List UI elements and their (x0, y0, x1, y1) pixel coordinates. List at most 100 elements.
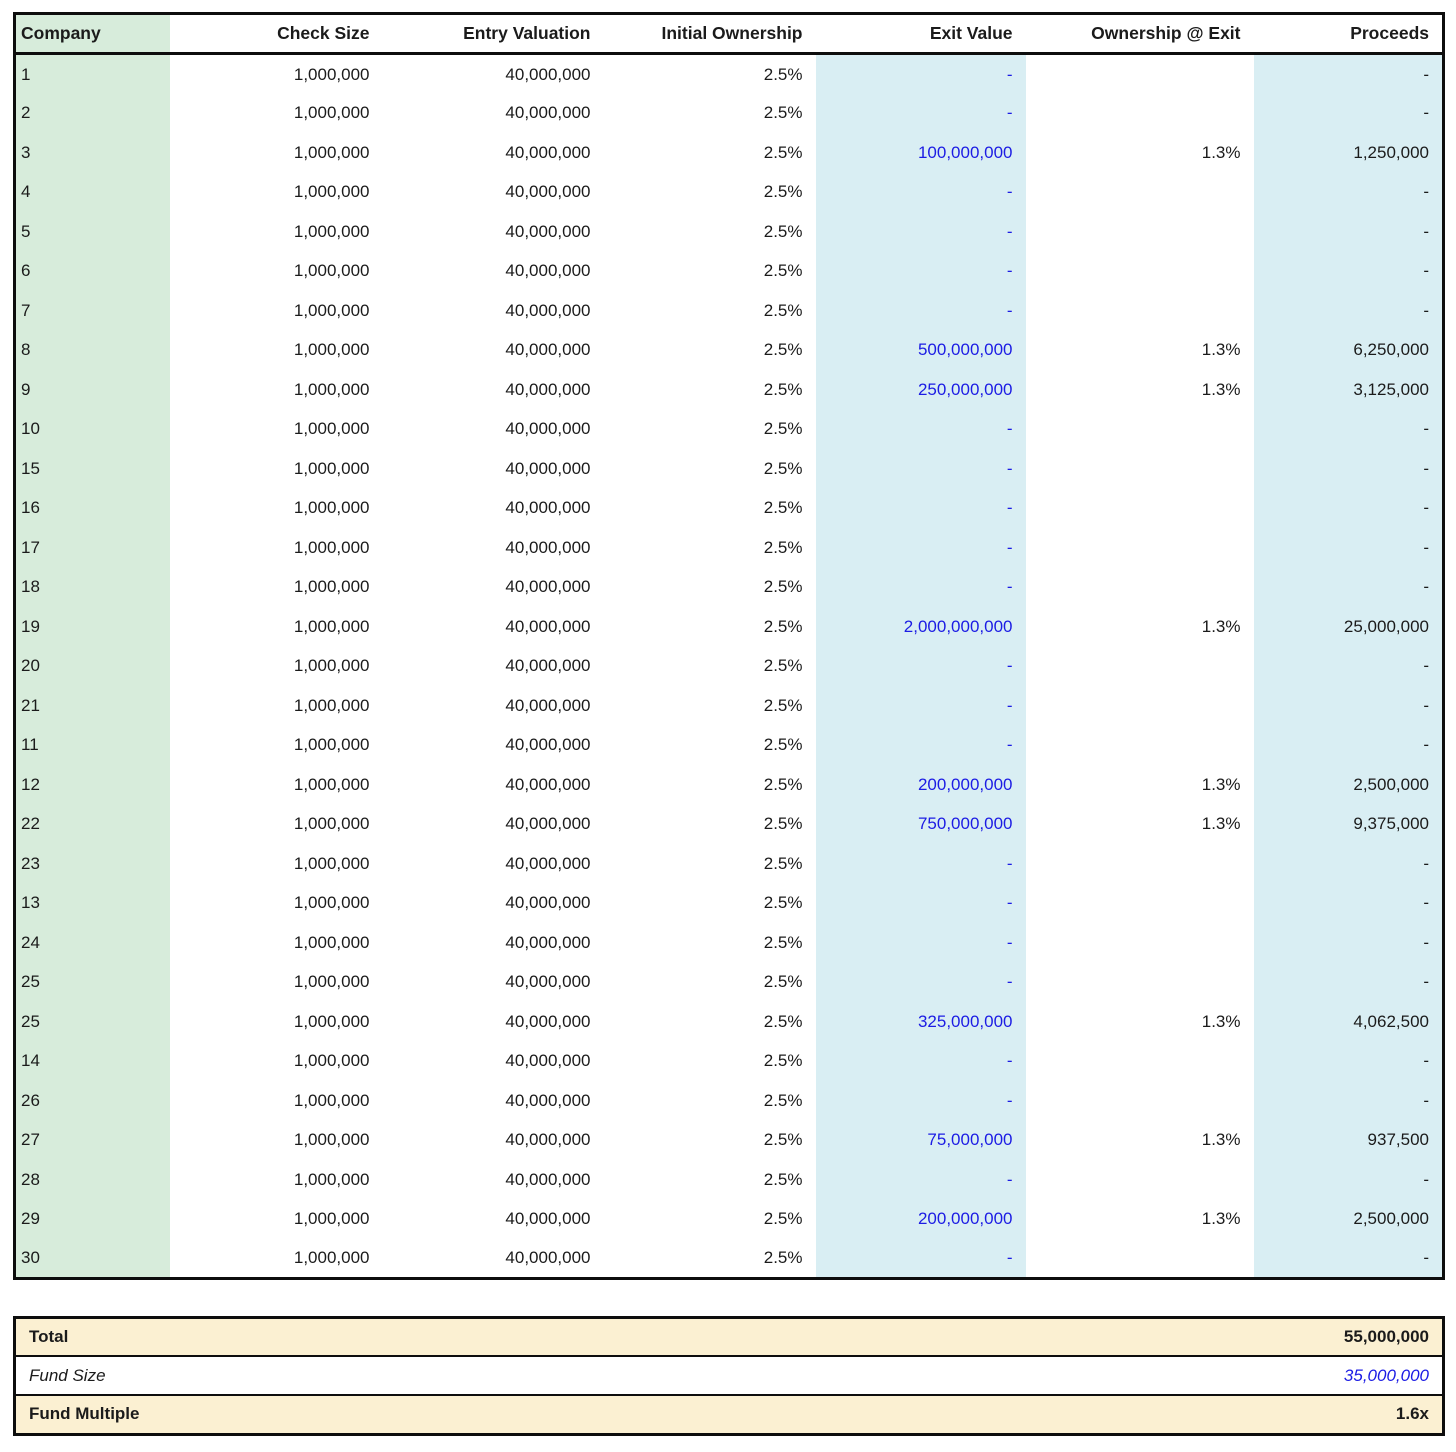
cell-check-size[interactable]: 1,000,000 (293, 498, 370, 518)
cell-entry-valuation[interactable]: 40,000,000 (505, 340, 591, 360)
cell-proceeds[interactable]: 1,250,000 (1253, 132, 1444, 172)
cell-proceeds[interactable]: - (1253, 488, 1444, 528)
header-ownership-at-exit[interactable]: Ownership @ Exit (1025, 13, 1254, 55)
cell-company[interactable]: 29 (14, 1199, 170, 1239)
cell-exit-value[interactable]: 325,000,000 (815, 1001, 1026, 1041)
cell-ownership-at-exit[interactable] (1026, 409, 1254, 449)
cell-initial-ownership[interactable]: 2.5% (763, 458, 803, 478)
cell-entry-valuation[interactable]: 40,000,000 (505, 1130, 591, 1150)
cell-ownership-at-exit[interactable] (1026, 567, 1254, 607)
cell-proceeds[interactable]: - (1253, 685, 1444, 725)
cell-ownership-at-exit[interactable] (1026, 528, 1254, 568)
fund-multiple-label[interactable]: Fund Multiple (14, 1394, 730, 1434)
header-initial-ownership[interactable]: Initial Ownership (603, 13, 816, 55)
cell-exit-value[interactable]: - (815, 962, 1026, 1002)
cell-check-size[interactable]: 1,000,000 (293, 1130, 370, 1150)
cell-exit-value[interactable]: - (815, 685, 1026, 725)
cell-entry-valuation[interactable]: 40,000,000 (505, 616, 591, 636)
cell-proceeds[interactable]: - (1253, 725, 1444, 765)
cell-entry-valuation[interactable]: 40,000,000 (505, 695, 591, 715)
cell-exit-value[interactable]: 250,000,000 (815, 369, 1026, 409)
cell-check-size[interactable]: 1,000,000 (293, 893, 370, 913)
cell-ownership-at-exit[interactable] (1026, 212, 1254, 252)
cell-check-size[interactable]: 1,000,000 (293, 656, 370, 676)
cell-exit-value[interactable]: 100,000,000 (815, 132, 1026, 172)
cell-ownership-at-exit[interactable] (1026, 1160, 1254, 1200)
cell-ownership-at-exit[interactable]: 1.3% (1201, 1130, 1241, 1150)
cell-entry-valuation[interactable]: 40,000,000 (505, 221, 591, 241)
cell-check-size[interactable]: 1,000,000 (293, 64, 370, 84)
cell-company[interactable]: 23 (14, 843, 170, 883)
cell-initial-ownership[interactable]: 2.5% (763, 103, 803, 123)
cell-company[interactable]: 3 (14, 132, 170, 172)
cell-exit-value[interactable]: - (815, 290, 1026, 330)
cell-initial-ownership[interactable]: 2.5% (763, 774, 803, 794)
cell-check-size[interactable]: 1,000,000 (293, 932, 370, 952)
cell-company[interactable]: 28 (14, 1159, 170, 1199)
cell-initial-ownership[interactable]: 2.5% (763, 932, 803, 952)
cell-proceeds[interactable]: - (1253, 1159, 1444, 1199)
cell-proceeds[interactable]: 2,500,000 (1253, 1199, 1444, 1239)
cell-exit-value[interactable]: - (815, 1159, 1026, 1199)
cell-company[interactable]: 26 (14, 1080, 170, 1120)
cell-company[interactable]: 27 (14, 1120, 170, 1160)
cell-company[interactable]: 9 (14, 369, 170, 409)
cell-check-size[interactable]: 1,000,000 (293, 774, 370, 794)
cell-company[interactable]: 7 (14, 290, 170, 330)
cell-company[interactable]: 21 (14, 685, 170, 725)
cell-company[interactable]: 2 (14, 93, 170, 133)
cell-entry-valuation[interactable]: 40,000,000 (505, 656, 591, 676)
cell-entry-valuation[interactable]: 40,000,000 (505, 1169, 591, 1189)
cell-entry-valuation[interactable]: 40,000,000 (505, 537, 591, 557)
cell-exit-value[interactable]: - (815, 1041, 1026, 1081)
cell-initial-ownership[interactable]: 2.5% (763, 1169, 803, 1189)
cell-check-size[interactable]: 1,000,000 (293, 379, 370, 399)
cell-check-size[interactable]: 1,000,000 (293, 695, 370, 715)
cell-proceeds[interactable]: - (1253, 1238, 1444, 1278)
cell-ownership-at-exit[interactable] (1026, 1041, 1254, 1081)
cell-entry-valuation[interactable]: 40,000,000 (505, 932, 591, 952)
cell-initial-ownership[interactable]: 2.5% (763, 1130, 803, 1150)
cell-check-size[interactable]: 1,000,000 (293, 1011, 370, 1031)
cell-proceeds[interactable]: 25,000,000 (1253, 606, 1444, 646)
cell-check-size[interactable]: 1,000,000 (293, 300, 370, 320)
cell-company[interactable]: 22 (14, 804, 170, 844)
cell-entry-valuation[interactable]: 40,000,000 (505, 1248, 591, 1267)
cell-proceeds[interactable]: 3,125,000 (1253, 369, 1444, 409)
cell-exit-value[interactable]: - (815, 93, 1026, 133)
cell-entry-valuation[interactable]: 40,000,000 (505, 814, 591, 834)
cell-exit-value[interactable]: - (815, 725, 1026, 765)
cell-exit-value[interactable]: 2,000,000,000 (815, 606, 1026, 646)
cell-proceeds[interactable]: - (1253, 883, 1444, 923)
cell-check-size[interactable]: 1,000,000 (293, 261, 370, 281)
cell-check-size[interactable]: 1,000,000 (293, 537, 370, 557)
cell-initial-ownership[interactable]: 2.5% (763, 221, 803, 241)
cell-initial-ownership[interactable]: 2.5% (763, 893, 803, 913)
cell-exit-value[interactable]: - (815, 409, 1026, 449)
cell-initial-ownership[interactable]: 2.5% (763, 814, 803, 834)
cell-entry-valuation[interactable]: 40,000,000 (505, 300, 591, 320)
cell-check-size[interactable]: 1,000,000 (293, 577, 370, 597)
cell-ownership-at-exit[interactable] (1026, 1081, 1254, 1121)
cell-exit-value[interactable]: - (815, 251, 1026, 291)
cell-proceeds[interactable]: 6,250,000 (1253, 330, 1444, 370)
cell-check-size[interactable]: 1,000,000 (293, 340, 370, 360)
cell-ownership-at-exit[interactable] (1026, 725, 1254, 765)
cell-ownership-at-exit[interactable] (1026, 646, 1254, 686)
cell-ownership-at-exit[interactable]: 1.3% (1201, 379, 1241, 399)
cell-ownership-at-exit[interactable] (1026, 54, 1254, 94)
cell-check-size[interactable]: 1,000,000 (293, 182, 370, 202)
cell-entry-valuation[interactable]: 40,000,000 (505, 458, 591, 478)
cell-company[interactable]: 25 (14, 1001, 170, 1041)
cell-ownership-at-exit[interactable] (1026, 251, 1254, 291)
cell-exit-value[interactable]: - (815, 211, 1026, 251)
cell-company[interactable]: 10 (14, 409, 170, 449)
cell-entry-valuation[interactable]: 40,000,000 (505, 893, 591, 913)
cell-company[interactable]: 14 (14, 1041, 170, 1081)
cell-exit-value[interactable]: - (815, 843, 1026, 883)
cell-exit-value[interactable]: - (815, 646, 1026, 686)
cell-entry-valuation[interactable]: 40,000,000 (505, 419, 591, 439)
cell-company[interactable]: 15 (14, 448, 170, 488)
cell-ownership-at-exit[interactable] (1026, 923, 1254, 963)
cell-proceeds[interactable]: - (1253, 843, 1444, 883)
